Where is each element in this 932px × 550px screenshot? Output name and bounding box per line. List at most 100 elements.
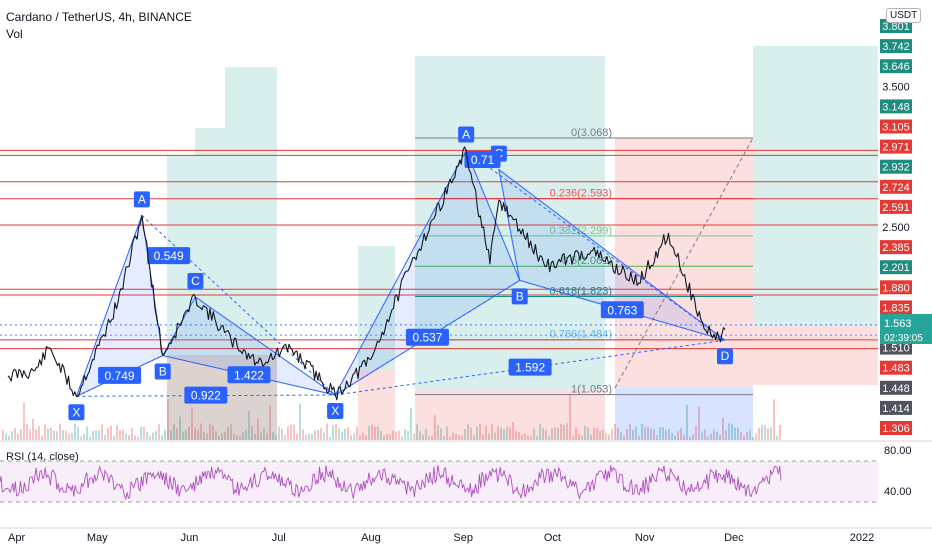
volume-bar	[107, 427, 109, 440]
volume-bar	[221, 433, 223, 440]
volume-bar	[41, 435, 43, 440]
volume-bar	[578, 434, 580, 440]
volume-bar	[701, 432, 703, 440]
volume-bar	[236, 435, 238, 440]
volume-bar	[602, 429, 604, 440]
volume-bar	[62, 430, 64, 440]
volume-bar	[185, 429, 187, 440]
price-axis-box	[880, 380, 912, 395]
symbol-title: Cardano / TetherUS, 4h, BINANCE	[6, 10, 192, 24]
volume-bar	[575, 427, 577, 440]
volume-bar	[635, 426, 637, 440]
volume-bar	[626, 428, 628, 440]
volume-bar	[374, 426, 376, 440]
price-axis-box	[880, 280, 912, 295]
volume-bar	[725, 430, 727, 440]
pattern-point-marker	[511, 288, 528, 305]
fib-level-label: 0.236(2.593)	[550, 187, 612, 199]
rsi-tick-label: 80.00	[884, 445, 912, 457]
pattern-point-label: X	[72, 405, 80, 419]
volume-bar	[506, 426, 508, 440]
volume-bar	[665, 429, 667, 440]
fib-trend-line	[614, 137, 754, 389]
price-axis-label: 1.880	[882, 282, 910, 294]
volume-bar	[26, 424, 28, 440]
volume-bar	[281, 428, 283, 440]
volume-bar	[470, 427, 472, 440]
volume-bar	[419, 431, 421, 440]
last-price-label: 1.563	[884, 318, 912, 330]
volume-bar	[296, 433, 298, 440]
volume-bar	[302, 429, 304, 440]
volume-bar	[377, 426, 379, 440]
volume-bar	[98, 430, 100, 440]
volume-bar	[56, 431, 58, 440]
horizontal-levels	[0, 149, 878, 350]
volume-bar	[170, 430, 172, 440]
price-axis-box	[880, 159, 912, 174]
price-axis-label: 1.414	[882, 403, 910, 415]
pattern-point-marker	[187, 272, 204, 289]
volume-bar	[17, 433, 19, 440]
volume-bar	[455, 433, 457, 440]
time-axis-label: Jul	[272, 532, 286, 544]
volume-bar	[323, 432, 325, 440]
volume-bar	[326, 423, 328, 440]
harmonic-patterns: XABCD0.7490.5490.9221.422XABCD0.5370.711…	[68, 126, 733, 421]
volume-bar	[215, 431, 217, 440]
volume-bar	[266, 433, 268, 440]
price-axis-label: 2.201	[882, 262, 910, 274]
volume-bar	[593, 427, 595, 440]
volume-bar	[203, 431, 205, 440]
pattern-ratio-line	[141, 215, 336, 396]
volume-bar	[362, 432, 364, 440]
volume-bar	[314, 430, 316, 440]
pattern-point-marker	[68, 404, 85, 421]
volume-bar	[401, 436, 403, 440]
pattern-point-marker	[327, 403, 344, 419]
volume-bar	[608, 434, 610, 440]
volume-bar	[371, 424, 373, 440]
volume-bar	[677, 431, 679, 440]
volume-bar	[86, 426, 88, 440]
volume-bar	[641, 423, 643, 440]
volume-bar	[104, 434, 106, 440]
volume-bar	[452, 432, 454, 440]
volume-bar	[671, 432, 673, 440]
pattern-point-label: C	[191, 274, 200, 288]
pattern-ratio-line	[76, 394, 336, 397]
fib-level-label: 0(3.068)	[571, 127, 612, 139]
volume-bar	[68, 433, 70, 440]
volume-bar	[92, 430, 94, 440]
volume-bar	[11, 431, 13, 440]
pattern-ratio-label: 0.749	[105, 369, 135, 383]
volume-bar	[557, 427, 559, 440]
volume-bar	[158, 424, 160, 440]
pattern-ratio-label: 1.592	[515, 361, 545, 375]
volume-bar	[707, 436, 709, 440]
volume-bar	[683, 434, 685, 440]
price-axis-box	[880, 59, 912, 74]
volume-bar	[365, 435, 367, 440]
volume-bar	[698, 406, 700, 440]
volume-bar	[596, 428, 598, 440]
volume-bar	[398, 430, 400, 440]
volume-bar	[383, 435, 385, 440]
rsi-pane: 80.00 40.00	[0, 440, 932, 503]
volume-bar	[779, 424, 781, 440]
volume-bar	[443, 435, 445, 440]
volume-bar	[491, 423, 493, 440]
volume-bar	[413, 433, 415, 440]
volume-bar	[263, 428, 265, 440]
price-axis-label: 1.448	[882, 383, 910, 395]
price-axis-label: 2.971	[882, 142, 910, 154]
volume-bar	[716, 431, 718, 440]
volume-bar	[50, 427, 52, 440]
currency-badge[interactable]: USDT	[886, 8, 922, 23]
volume-bar	[758, 427, 760, 440]
volume-bar	[407, 430, 409, 440]
volume-bar	[503, 429, 505, 440]
volume-bar	[512, 421, 514, 440]
volume-bar	[242, 432, 244, 440]
